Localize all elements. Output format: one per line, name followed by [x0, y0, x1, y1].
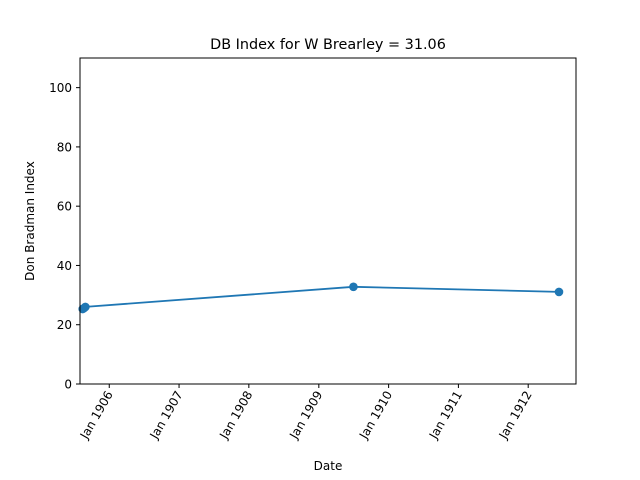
- y-tick-label: 60: [57, 200, 72, 214]
- data-point: [349, 282, 358, 292]
- y-tick-label: 0: [64, 378, 72, 392]
- chart-title: DB Index for W Brearley = 31.06: [210, 37, 446, 53]
- y-tick-label: 100: [49, 81, 72, 95]
- data-point: [554, 287, 564, 297]
- y-axis-label: Don Bradman Index: [23, 161, 37, 281]
- y-tick-label: 20: [57, 318, 72, 332]
- x-axis-label: Date: [314, 459, 343, 473]
- axes-frame: [79, 57, 577, 385]
- y-tick-label: 40: [57, 259, 72, 273]
- y-tick-label: 80: [57, 140, 72, 154]
- data-point: [81, 302, 90, 312]
